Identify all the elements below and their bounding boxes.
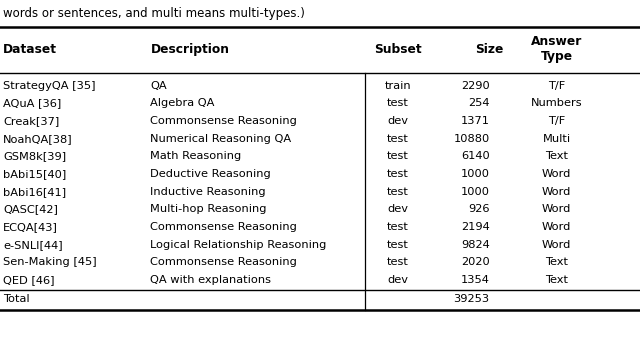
Text: dev: dev <box>388 116 408 126</box>
Text: QA with explanations: QA with explanations <box>150 275 271 285</box>
Text: test: test <box>387 240 409 250</box>
Text: 2194: 2194 <box>461 222 490 232</box>
Text: 1000: 1000 <box>461 187 490 197</box>
Text: train: train <box>385 81 412 91</box>
Text: ECQA[43]: ECQA[43] <box>3 222 58 232</box>
Text: Logical Relationship Reasoning: Logical Relationship Reasoning <box>150 240 327 250</box>
Text: Numbers: Numbers <box>531 98 582 108</box>
Text: T/F: T/F <box>548 116 565 126</box>
Text: Multi: Multi <box>543 134 571 144</box>
Text: Multi-hop Reasoning: Multi-hop Reasoning <box>150 204 267 215</box>
Text: Word: Word <box>542 222 572 232</box>
Text: Subset: Subset <box>374 43 422 56</box>
Text: Word: Word <box>542 187 572 197</box>
Text: Answer
Type: Answer Type <box>531 35 582 63</box>
Text: Numerical Reasoning QA: Numerical Reasoning QA <box>150 134 292 144</box>
Text: 2020: 2020 <box>461 257 490 268</box>
Text: test: test <box>387 222 409 232</box>
Text: QED [46]: QED [46] <box>3 275 54 285</box>
Text: 6140: 6140 <box>461 151 490 162</box>
Text: T/F: T/F <box>548 81 565 91</box>
Text: Commonsense Reasoning: Commonsense Reasoning <box>150 222 297 232</box>
Text: Math Reasoning: Math Reasoning <box>150 151 242 162</box>
Text: Dataset: Dataset <box>3 43 57 56</box>
Text: Inductive Reasoning: Inductive Reasoning <box>150 187 266 197</box>
Text: Deductive Reasoning: Deductive Reasoning <box>150 169 271 179</box>
Text: 254: 254 <box>468 98 490 108</box>
Text: dev: dev <box>388 275 408 285</box>
Text: Commonsense Reasoning: Commonsense Reasoning <box>150 116 297 126</box>
Text: 39253: 39253 <box>454 294 490 304</box>
Text: test: test <box>387 187 409 197</box>
Text: Word: Word <box>542 240 572 250</box>
Text: Sen-Making [45]: Sen-Making [45] <box>3 257 97 268</box>
Text: words or sentences, and multi means multi-types.): words or sentences, and multi means mult… <box>3 7 305 20</box>
Text: 2290: 2290 <box>461 81 490 91</box>
Text: test: test <box>387 134 409 144</box>
Text: Word: Word <box>542 204 572 215</box>
Text: Text: Text <box>545 151 568 162</box>
Text: AQuA [36]: AQuA [36] <box>3 98 61 108</box>
Text: 1371: 1371 <box>461 116 490 126</box>
Text: 10880: 10880 <box>453 134 490 144</box>
Text: Text: Text <box>545 275 568 285</box>
Text: test: test <box>387 98 409 108</box>
Text: dev: dev <box>388 204 408 215</box>
Text: 1000: 1000 <box>461 169 490 179</box>
Text: Text: Text <box>545 257 568 268</box>
Text: bAbi16[41]: bAbi16[41] <box>3 187 67 197</box>
Text: Description: Description <box>150 43 229 56</box>
Text: StrategyQA [35]: StrategyQA [35] <box>3 81 96 91</box>
Text: test: test <box>387 151 409 162</box>
Text: Word: Word <box>542 169 572 179</box>
Text: 926: 926 <box>468 204 490 215</box>
Text: bAbi15[40]: bAbi15[40] <box>3 169 67 179</box>
Text: QASC[42]: QASC[42] <box>3 204 58 215</box>
Text: Commonsense Reasoning: Commonsense Reasoning <box>150 257 297 268</box>
Text: GSM8k[39]: GSM8k[39] <box>3 151 67 162</box>
Text: Algebra QA: Algebra QA <box>150 98 215 108</box>
Text: test: test <box>387 169 409 179</box>
Text: NoahQA[38]: NoahQA[38] <box>3 134 73 144</box>
Text: Creak[37]: Creak[37] <box>3 116 60 126</box>
Text: Total: Total <box>3 294 30 304</box>
Text: 1354: 1354 <box>461 275 490 285</box>
Text: e-SNLI[44]: e-SNLI[44] <box>3 240 63 250</box>
Text: 9824: 9824 <box>461 240 490 250</box>
Text: QA: QA <box>150 81 167 91</box>
Text: Size: Size <box>476 43 504 56</box>
Text: test: test <box>387 257 409 268</box>
